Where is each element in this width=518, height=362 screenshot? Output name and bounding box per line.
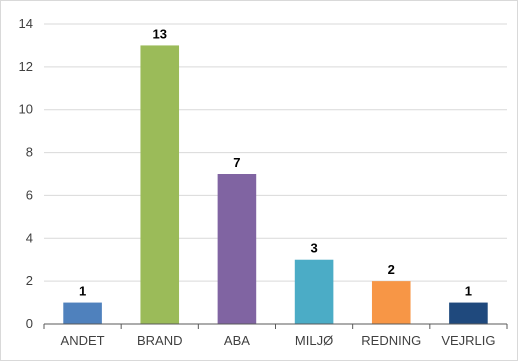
y-tick-label: 4	[26, 230, 33, 245]
y-tick-label: 10	[19, 102, 33, 117]
bar	[449, 302, 488, 324]
y-tick-label: 12	[19, 59, 33, 74]
data-label: 1	[465, 284, 472, 299]
x-tick-label: MILJØ	[295, 333, 333, 348]
data-label: 13	[153, 26, 167, 41]
bar	[63, 302, 102, 324]
data-label: 2	[388, 262, 395, 277]
x-tick-label: VEJRLIG	[441, 333, 495, 348]
data-label: 7	[233, 155, 240, 170]
x-tick-label: BRAND	[137, 333, 183, 348]
y-tick-label: 8	[26, 145, 33, 160]
y-tick-label: 14	[19, 16, 33, 31]
bar	[294, 259, 334, 324]
bar	[217, 174, 257, 324]
data-label: 1	[79, 284, 86, 299]
y-tick-label: 0	[26, 316, 33, 331]
x-tick-label: ABA	[224, 333, 250, 348]
y-tick-label: 6	[26, 187, 33, 202]
data-label: 3	[310, 241, 317, 256]
bar	[140, 45, 180, 325]
x-tick-label: REDNING	[361, 333, 421, 348]
y-tick-label: 2	[26, 273, 33, 288]
x-tick-label: ANDET	[61, 333, 105, 348]
bar	[371, 281, 411, 324]
